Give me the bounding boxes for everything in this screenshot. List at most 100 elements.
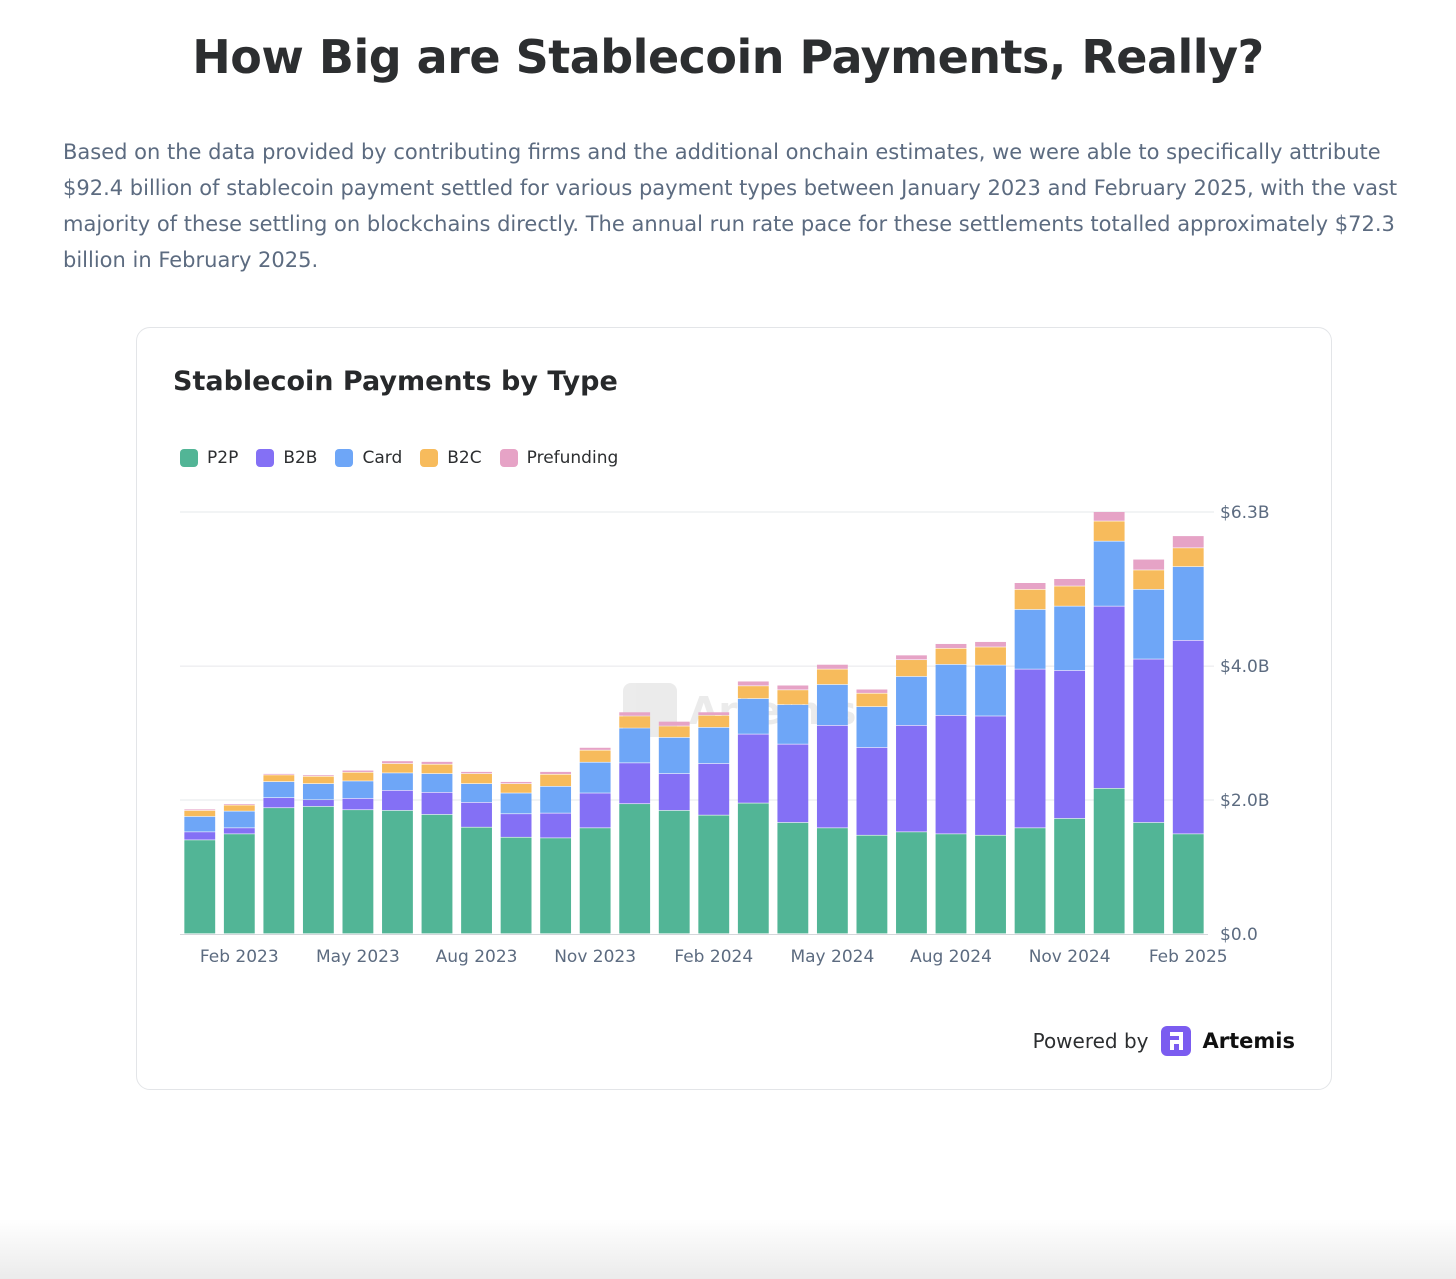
bar-b2c[interactable] [658,726,690,738]
bar-b2c[interactable] [461,773,492,784]
bar-stack[interactable] [223,804,255,934]
bar-prefunding[interactable] [223,804,255,805]
bar-stack[interactable] [263,773,295,934]
bar-stack[interactable] [421,761,453,934]
bar-stack[interactable] [1172,536,1204,934]
bar-stack[interactable] [777,685,809,934]
bar-card[interactable] [540,786,572,813]
bar-b2b[interactable] [935,715,967,834]
bar-b2b[interactable] [1093,606,1125,789]
bar-p2p[interactable] [816,828,848,934]
bar-p2p[interactable] [1054,818,1086,934]
bar-b2c[interactable] [1054,586,1086,606]
bar-stack[interactable] [619,712,651,934]
bar-p2p[interactable] [421,814,453,934]
bar-p2p[interactable] [658,810,690,934]
bar-b2c[interactable] [184,810,216,817]
legend-item-prefunding[interactable]: Prefunding [499,448,618,468]
bar-stack[interactable] [461,771,492,934]
bar-card[interactable] [856,706,888,748]
bar-b2b[interactable] [816,725,848,828]
bar-prefunding[interactable] [302,775,334,776]
bar-b2c[interactable] [737,686,769,699]
bar-b2b[interactable] [579,793,611,828]
bar-prefunding[interactable] [1093,512,1125,521]
bar-p2p[interactable] [302,806,334,934]
bar-b2b[interactable] [382,790,413,811]
bar-b2c[interactable] [342,772,374,781]
bar-stack[interactable] [975,641,1006,934]
bar-stack[interactable] [1133,559,1165,934]
bar-b2c[interactable] [777,690,809,705]
bar-card[interactable] [658,737,690,774]
bar-p2p[interactable] [579,828,611,934]
bar-prefunding[interactable] [896,655,927,660]
bar-p2p[interactable] [342,810,374,934]
bar-stack[interactable] [184,809,216,934]
bar-b2b[interactable] [1014,669,1046,828]
bar-prefunding[interactable] [1172,536,1204,548]
bar-prefunding[interactable] [342,770,374,772]
bar-b2c[interactable] [540,774,572,787]
bar-p2p[interactable] [382,810,413,934]
bar-p2p[interactable] [263,808,295,934]
bar-b2b[interactable] [619,763,651,804]
bar-stack[interactable] [658,721,690,934]
bar-stack[interactable] [1014,583,1046,934]
bar-card[interactable] [1093,541,1125,606]
bar-stack[interactable] [1054,578,1086,934]
legend-item-b2b[interactable]: B2B [256,448,317,468]
bar-b2c[interactable] [421,764,453,774]
bar-card[interactable] [263,781,295,798]
bar-b2b[interactable] [737,734,769,803]
bar-stack[interactable] [579,747,611,934]
bar-card[interactable] [1014,609,1046,669]
bar-b2b[interactable] [540,813,572,838]
powered-by[interactable]: Powered by Artemis [1033,1026,1295,1056]
bar-p2p[interactable] [856,835,888,934]
bar-card[interactable] [342,781,374,799]
bar-b2b[interactable] [698,763,730,815]
bar-card[interactable] [1054,606,1086,671]
bar-b2c[interactable] [500,783,532,793]
bar-prefunding[interactable] [698,712,730,716]
bar-card[interactable] [619,728,651,763]
bar-prefunding[interactable] [1133,559,1165,570]
bar-card[interactable] [579,762,611,793]
bar-stack[interactable] [302,775,334,934]
bar-p2p[interactable] [461,827,492,934]
bar-b2c[interactable] [698,715,730,728]
bar-p2p[interactable] [500,837,532,934]
bar-p2p[interactable] [1014,828,1046,934]
bar-p2p[interactable] [540,838,572,934]
bar-prefunding[interactable] [777,685,809,690]
bar-stack[interactable] [342,770,374,934]
bar-p2p[interactable] [619,804,651,934]
bar-card[interactable] [461,783,492,803]
bar-card[interactable] [816,684,848,726]
bar-p2p[interactable] [737,803,769,934]
bar-stack[interactable] [816,664,848,934]
bar-stack[interactable] [1093,512,1125,934]
bar-b2c[interactable] [223,805,255,811]
bar-prefunding[interactable] [816,664,848,669]
bar-b2b[interactable] [1133,659,1165,823]
bar-prefunding[interactable] [500,781,532,784]
bar-b2b[interactable] [421,792,453,815]
bar-prefunding[interactable] [935,643,967,649]
bar-b2c[interactable] [382,763,413,773]
bar-prefunding[interactable] [382,761,413,764]
bar-b2b[interactable] [975,716,1006,835]
bar-card[interactable] [975,665,1006,716]
bar-prefunding[interactable] [737,681,769,686]
bar-b2b[interactable] [1054,670,1086,819]
bar-b2b[interactable] [184,832,216,840]
bar-prefunding[interactable] [1054,578,1086,586]
bar-prefunding[interactable] [658,721,690,726]
bar-stack[interactable] [698,712,730,934]
bar-card[interactable] [500,793,532,814]
bar-prefunding[interactable] [184,809,216,811]
bar-card[interactable] [223,811,255,828]
bar-stack[interactable] [500,781,532,934]
bar-card[interactable] [1133,589,1165,659]
